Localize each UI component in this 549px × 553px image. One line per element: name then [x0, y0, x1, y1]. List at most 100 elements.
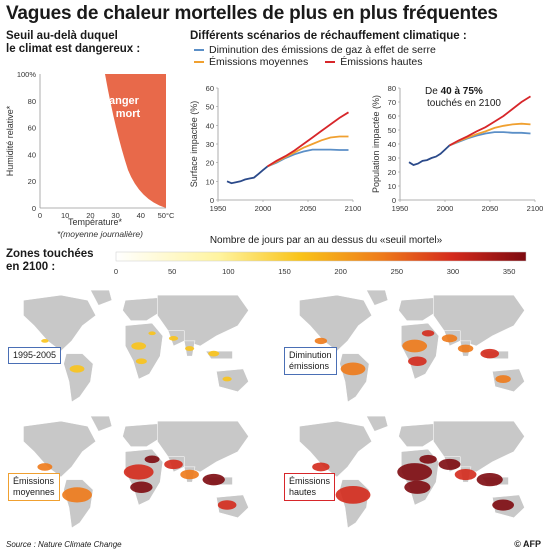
y-tick-label: 50 — [206, 103, 214, 112]
y-tick-label: 30 — [388, 154, 396, 163]
colorbar-tick: 350 — [503, 267, 516, 276]
x-tick-label: 1950 — [210, 204, 227, 213]
heat-zone — [340, 362, 366, 376]
left-heading-line2: le climat est dangereux : — [6, 43, 141, 55]
world-map — [23, 289, 249, 403]
y-tick-label: 80 — [388, 84, 396, 93]
legend-item-medium: Émissions moyennes Émissions hautes — [194, 56, 436, 68]
heat-zone — [438, 458, 461, 470]
continent-shape — [339, 353, 370, 403]
heat-zone — [69, 365, 85, 373]
heat-zone — [404, 480, 431, 494]
danger-zone — [105, 74, 166, 208]
danger-label-1: Danger — [101, 95, 140, 107]
heat-zone — [419, 454, 437, 464]
heat-zone — [123, 464, 154, 480]
series-line-high — [267, 111, 349, 168]
heat-zone — [495, 375, 511, 384]
x-tick-label: 2050 — [482, 204, 499, 213]
heat-zone — [184, 346, 195, 351]
y-tick-label: 10 — [388, 182, 396, 191]
y-axis-label: Surface impactée (%) — [189, 101, 199, 188]
source-note: Source : Nature Climate Change — [6, 540, 122, 549]
colorbar-tick: 200 — [334, 267, 347, 276]
heat-zone — [202, 473, 225, 486]
continent-shape — [23, 420, 97, 478]
colorbar-tick: 300 — [447, 267, 460, 276]
left-y-tick: 60 — [28, 124, 36, 133]
continent-shape — [90, 415, 113, 432]
heat-zone — [335, 485, 371, 504]
heat-zone — [314, 337, 328, 345]
historical-line — [408, 144, 451, 166]
left-panel-heading: Seuil au-delà duquel le climat est dange… — [6, 30, 140, 56]
map-label: Émissions moyennes — [8, 473, 60, 501]
map-label: 1995-2005 — [8, 347, 62, 364]
continent-shape — [23, 294, 97, 352]
left-y-tick: 0 — [32, 204, 36, 213]
continent-shape — [122, 423, 164, 447]
x-tick-label: 1950 — [392, 204, 409, 213]
left-x-tick: 20 — [86, 211, 94, 220]
colorbar-tick: 0 — [114, 267, 118, 276]
continent-shape — [366, 289, 389, 306]
heat-zone — [41, 339, 49, 343]
heat-zone — [441, 334, 458, 343]
left-y-tick: 40 — [28, 150, 36, 159]
world-map — [299, 289, 525, 403]
heat-zone — [454, 468, 477, 481]
heat-zone — [130, 481, 153, 493]
continent-shape — [63, 479, 94, 529]
heat-zone — [208, 350, 220, 357]
y-tick-label: 50 — [388, 126, 396, 135]
left-x-label: Température* — [68, 217, 123, 227]
page-title: Vagues de chaleur mortelles de plus en p… — [6, 3, 498, 24]
historical-line — [226, 165, 269, 185]
continent-shape — [90, 289, 113, 306]
map-label: Émissions hautes — [284, 473, 336, 501]
heat-zone — [397, 463, 433, 481]
y-tick-label: 40 — [206, 121, 214, 130]
left-x-tick: 30 — [111, 211, 119, 220]
world-map — [299, 415, 525, 529]
series-line-medium — [449, 122, 531, 147]
colorbar-ticks: 0 50 100 150 200 250 300 350 — [114, 267, 515, 276]
colorbar-tick: 250 — [391, 267, 404, 276]
left-y-ticks: 100% 80 60 40 20 0 — [17, 70, 37, 213]
y-tick-label: 30 — [206, 140, 214, 149]
x-tick-label: 2100 — [345, 204, 362, 213]
series-line-low — [267, 148, 349, 168]
x-tick-label: 2050 — [300, 204, 317, 213]
legend-swatch-medium — [194, 61, 204, 63]
colorbar-title: Nombre de jours par an au dessus du «seu… — [209, 235, 443, 246]
legend-swatch-high — [325, 61, 336, 63]
continent-shape — [63, 353, 94, 403]
heat-zone — [37, 463, 53, 471]
left-x-tick: 50°C — [158, 211, 175, 220]
heat-zone — [217, 500, 237, 510]
heat-zone — [457, 344, 474, 353]
left-y-label: Humidité relative* — [5, 105, 15, 176]
surface-impact-chart: 0 10 20 30 40 50 60 1950 2000 2050 2100 Surface imp… — [189, 84, 362, 213]
heat-zone — [480, 348, 500, 359]
left-note: *(moyenne journalière) — [57, 229, 143, 239]
colorbar-tick: 100 — [222, 267, 235, 276]
left-x-ticks: 0 10 20 30 40 50°C — [38, 211, 175, 220]
continent-shape — [125, 322, 164, 380]
left-x-tick: 10 — [61, 211, 69, 220]
x-tick-label: 2000 — [255, 204, 272, 213]
heat-zone — [312, 462, 330, 472]
y-tick-label: 70 — [388, 98, 396, 107]
left-y-tick: 80 — [28, 97, 36, 106]
legend-swatch-low — [194, 49, 204, 51]
heat-zone — [164, 459, 183, 470]
y-tick-label: 10 — [206, 177, 214, 186]
heat-zone — [131, 342, 147, 350]
danger-label-2: de mort — [100, 108, 141, 120]
heat-zone — [168, 336, 179, 341]
heat-zone — [62, 487, 92, 503]
y-tick-label: 40 — [388, 140, 396, 149]
heat-zone — [180, 469, 199, 480]
left-y-tick: 20 — [28, 177, 36, 186]
continent-shape — [299, 294, 373, 352]
